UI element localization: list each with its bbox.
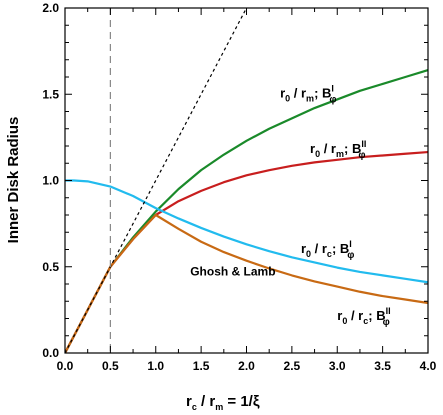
y-tick-label: 0.0 bbox=[42, 346, 59, 360]
series-label-orange: r0 / rc; BII φ bbox=[337, 306, 390, 328]
ghosh-lamb-annotation: Ghosh & Lamb bbox=[190, 264, 275, 278]
x-tick-label: 1.0 bbox=[147, 359, 164, 373]
series-line-diagonal bbox=[65, 8, 248, 353]
series-line-cyan bbox=[65, 179, 428, 284]
y-tick-label: 1.0 bbox=[42, 174, 59, 188]
x-tick-label: 1.5 bbox=[193, 359, 210, 373]
x-tick-label: 0.0 bbox=[57, 359, 74, 373]
series-label-cyan: r0 / rc; BI φ bbox=[301, 239, 355, 261]
series-label-red: r0 / rm; BII φ bbox=[310, 139, 366, 161]
x-tick-label: 0.5 bbox=[102, 359, 119, 373]
x-tick-label: 2.5 bbox=[284, 359, 301, 373]
series-label-green: r0 / rm; BI φ bbox=[280, 84, 337, 106]
plot-frame bbox=[64, 7, 429, 354]
y-tick-label: 2.0 bbox=[42, 1, 59, 15]
x-tick-label: 3.0 bbox=[329, 359, 346, 373]
series-line-orange bbox=[65, 213, 428, 353]
x-tick-label: 2.0 bbox=[238, 359, 255, 373]
x-tick-label: 3.5 bbox=[374, 359, 391, 373]
x-tick-label: 4.0 bbox=[420, 359, 437, 373]
y-tick-label: 1.5 bbox=[42, 87, 59, 101]
y-axis-title: Inner Disk Radius bbox=[5, 117, 22, 244]
x-axis-title: rc / rm = 1/ξ bbox=[186, 393, 260, 412]
y-tick-label: 0.5 bbox=[42, 260, 59, 274]
